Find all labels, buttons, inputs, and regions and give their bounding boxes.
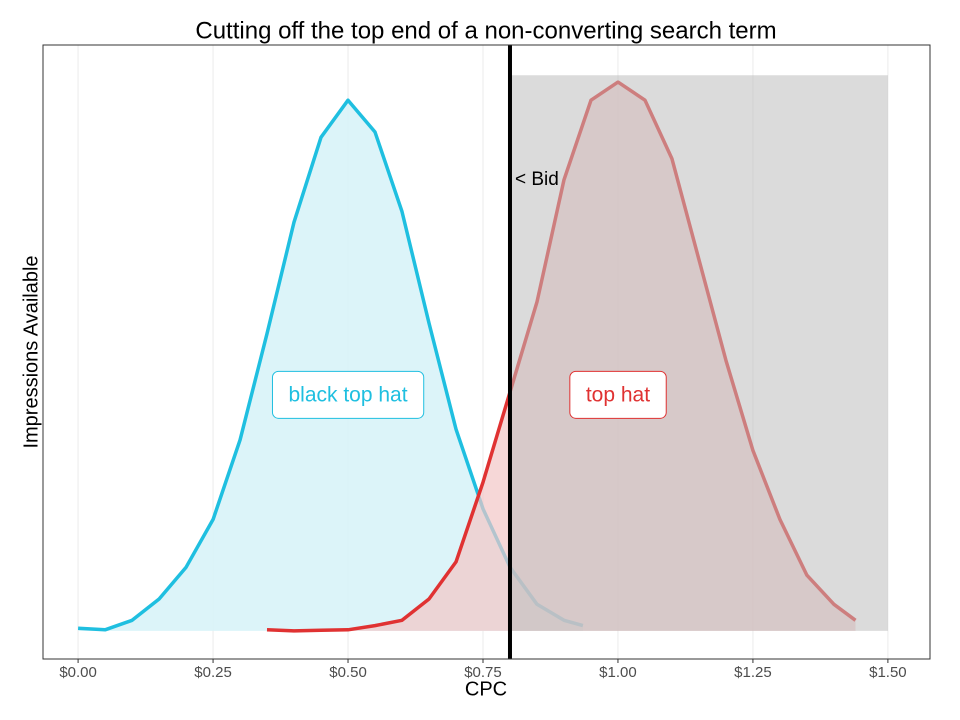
x-tick-label: $1.25 (734, 664, 772, 681)
area (78, 100, 583, 631)
x-tick-label: $0.00 (59, 664, 97, 681)
x-tick-label: $1.00 (599, 664, 637, 681)
x-tick-label: $0.50 (329, 664, 367, 681)
chart-title: Cutting off the top end of a non-convert… (195, 17, 776, 44)
plot-border (42, 44, 931, 660)
x-tick-label: $0.25 (194, 664, 232, 681)
legend-box (271, 370, 425, 419)
bid-label: < Bid (515, 169, 559, 190)
x-tick-label: $0.75 (464, 664, 502, 681)
shaded-region (509, 75, 888, 631)
legend-label: top hat (586, 383, 650, 406)
legend-label: black top hat (288, 383, 407, 406)
x-axis-label: CPC (465, 678, 507, 700)
x-tick-label: $1.50 (869, 664, 907, 681)
legend-box (569, 370, 667, 419)
y-axis-label: Impressions Available (20, 255, 42, 448)
